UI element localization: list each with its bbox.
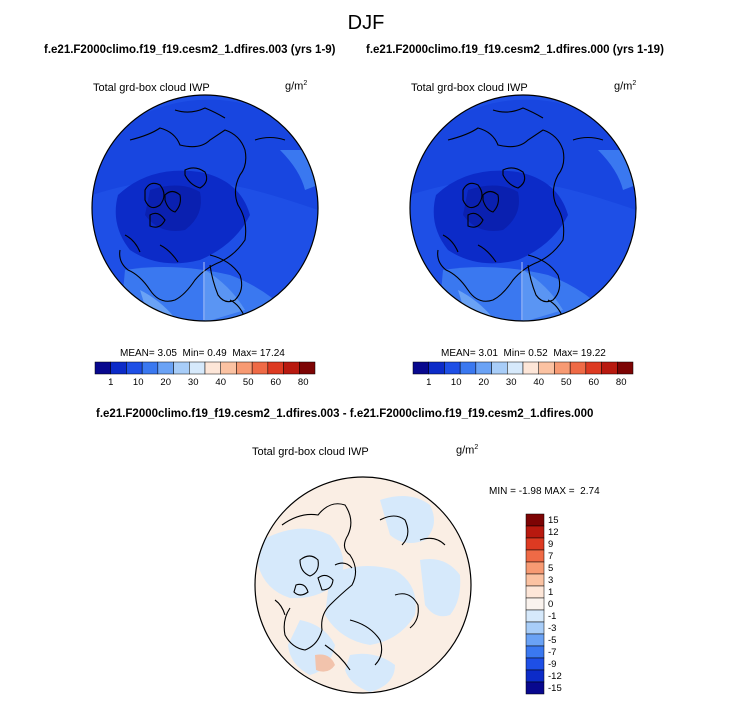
right-colorbar-swatch — [507, 361, 524, 375]
left-case-title: f.e21.F2000climo.f19_f19.cesm2_1.dfires.… — [44, 44, 336, 56]
right-coastlines — [437, 107, 604, 319]
diff-variable-label: Total grd-box cloud IWP — [252, 446, 369, 458]
right-colorbar-swatch — [475, 361, 492, 375]
right-case-title: f.e21.F2000climo.f19_f19.cesm2_1.dfires.… — [366, 44, 664, 56]
left-colorbar-swatch — [126, 361, 143, 375]
diff-colorbar-swatch — [525, 525, 545, 539]
diff-colorbar-tick-label: 9 — [548, 539, 553, 550]
right-colorbar-swatch — [554, 361, 571, 375]
right-polar-map — [410, 95, 636, 321]
diff-colorbar-swatch — [525, 645, 545, 659]
left-colorbar-tick-label: 50 — [243, 377, 254, 388]
left-colorbar-swatch — [173, 361, 190, 375]
diff-colorbar-tick-label: 7 — [548, 551, 553, 562]
right-colorbar-tick-label: 1 — [426, 377, 431, 388]
right-colorbar-swatch — [585, 361, 602, 375]
right-variable-label: Total grd-box cloud IWP — [411, 82, 528, 94]
left-polar-map — [92, 95, 318, 321]
left-colorbar-swatch — [299, 361, 316, 375]
left-colorbar-tick-label: 20 — [160, 377, 171, 388]
left-colorbar-swatch — [251, 361, 269, 375]
right-colorbar-tick-label: 40 — [533, 377, 544, 388]
right-colorbar-tick-label: 10 — [451, 377, 462, 388]
right-colorbar-swatch — [459, 361, 477, 375]
diff-colorbar-tick-label: 1 — [548, 587, 553, 598]
right-colorbar-swatch — [428, 361, 445, 375]
right-colorbar-tick-label: 50 — [561, 377, 572, 388]
left-colorbar-swatch — [94, 361, 111, 375]
diff-colorbar-tick-label: 3 — [548, 575, 553, 586]
right-colorbar-swatch — [538, 361, 555, 375]
diff-polar-map — [255, 477, 471, 693]
diff-stats: MIN = -1.98 MAX = 2.74 — [489, 486, 600, 497]
right-colorbar-tick-label: 20 — [478, 377, 489, 388]
right-colorbar-swatch — [522, 361, 539, 375]
left-colorbar-tick-label: 1 — [108, 377, 113, 388]
diff-colorbar-tick-label: 12 — [548, 527, 559, 538]
diff-colorbar-tick-label: -5 — [548, 635, 556, 646]
diff-colorbar-tick-label: -1 — [548, 611, 556, 622]
diff-colorbar-swatch — [525, 657, 545, 671]
left-colorbar-swatch — [204, 361, 221, 375]
left-colorbar-swatch — [189, 361, 206, 375]
right-colorbar-swatch — [412, 361, 429, 375]
diff-colorbar-tick-label: -3 — [548, 623, 556, 634]
right-stats: MEAN= 3.01 Min= 0.52 Max= 19.22 — [441, 348, 606, 359]
left-colorbar-swatch — [236, 361, 253, 375]
diff-colorbar-tick-label: 0 — [548, 599, 553, 610]
diff-colorbar-swatch — [525, 537, 545, 551]
diff-colorbar-swatch — [525, 621, 545, 635]
right-colorbar-swatch — [444, 361, 461, 375]
right-colorbar-swatch — [491, 361, 508, 375]
diff-coastlines — [274, 503, 446, 671]
left-colorbar-swatch — [283, 361, 300, 375]
left-units: g/m2 — [285, 80, 308, 93]
left-colorbar-swatch — [267, 361, 284, 375]
diff-colorbar-tick-label: 5 — [548, 563, 553, 574]
left-colorbar-swatch — [141, 361, 159, 375]
diff-colorbar-tick-label: -15 — [548, 683, 562, 694]
right-colorbar-swatch — [617, 361, 634, 375]
diff-colorbar-swatch — [525, 609, 545, 623]
diff-colorbar-tick-label: 15 — [548, 515, 559, 526]
left-coastlines — [119, 107, 286, 319]
diff-colorbar-swatch — [525, 513, 545, 527]
left-colorbar-swatch — [220, 361, 237, 375]
diff-colorbar-swatch — [525, 585, 545, 599]
right-colorbar-tick-label: 80 — [616, 377, 627, 388]
diff-colorbar-swatch — [525, 681, 545, 695]
diff-colorbar-tick-label: -9 — [548, 659, 556, 670]
left-variable-label: Total grd-box cloud IWP — [93, 82, 210, 94]
left-stats: MEAN= 3.05 Min= 0.49 Max= 17.24 — [120, 348, 285, 359]
diff-colorbar-tick-label: -7 — [548, 647, 556, 658]
diff-colorbar: 15 12 9 7 5 3 1 0 -1 -3 -5 -7 -9 -12 -15 — [525, 513, 562, 695]
diff-units: g/m2 — [456, 444, 479, 457]
right-colorbar: 1 10 20 30 40 50 60 80 — [412, 361, 634, 388]
right-colorbar-swatch — [601, 361, 618, 375]
diff-colorbar-swatch — [525, 669, 545, 683]
left-colorbar-swatch — [110, 361, 127, 375]
left-colorbar-tick-label: 60 — [270, 377, 281, 388]
right-units: g/m2 — [614, 80, 637, 93]
left-colorbar: 1 10 20 30 40 50 60 80 — [94, 361, 316, 388]
diff-case-title: f.e21.F2000climo.f19_f19.cesm2_1.dfires.… — [96, 408, 594, 420]
diff-colorbar-swatch — [525, 597, 545, 611]
diff-colorbar-swatch — [525, 561, 545, 575]
figure-title: DJF — [347, 12, 385, 34]
left-colorbar-tick-label: 30 — [188, 377, 199, 388]
diff-colorbar-swatch — [525, 633, 545, 647]
left-colorbar-tick-label: 40 — [215, 377, 226, 388]
left-colorbar-swatch — [157, 361, 174, 375]
left-colorbar-tick-label: 80 — [298, 377, 309, 388]
diff-colorbar-tick-label: -12 — [548, 671, 562, 682]
right-colorbar-swatch — [569, 361, 587, 375]
diff-colorbar-swatch — [525, 573, 545, 587]
left-colorbar-tick-label: 10 — [133, 377, 144, 388]
diff-colorbar-swatch — [525, 549, 545, 563]
right-colorbar-tick-label: 30 — [506, 377, 517, 388]
right-colorbar-tick-label: 60 — [588, 377, 599, 388]
